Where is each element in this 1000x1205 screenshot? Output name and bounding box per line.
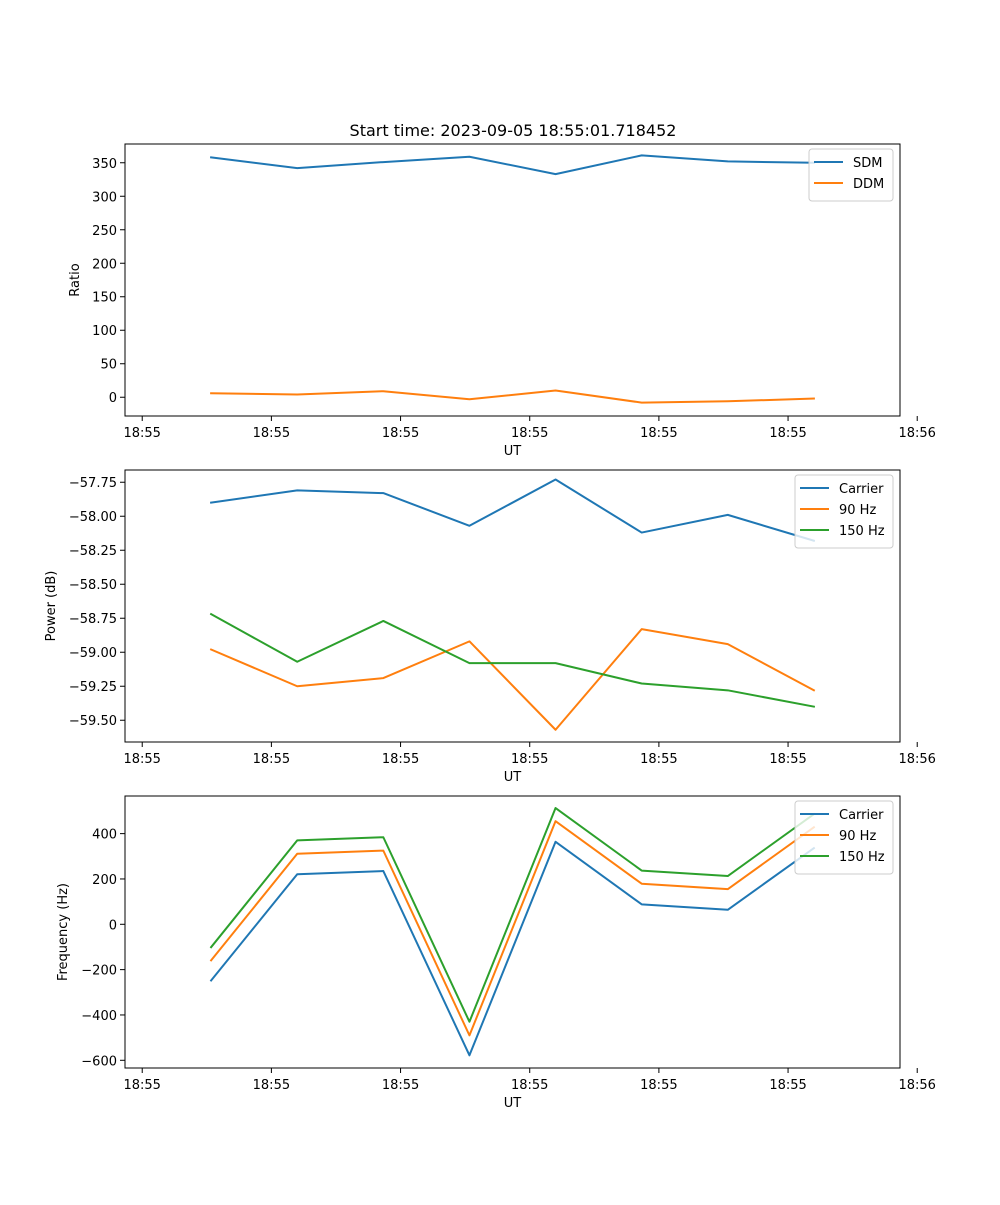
chart2-x-tick-label: 18:55 xyxy=(253,752,290,767)
chart1-series-group xyxy=(209,154,815,404)
chart2-series-group xyxy=(209,478,816,731)
chart3-legend-label: 150 Hz xyxy=(839,850,885,865)
chart2-y-tick-label: −59.25 xyxy=(69,680,117,695)
chart3-x-tick-label: 18:55 xyxy=(769,1078,806,1093)
chart2-y-tick-label: −57.75 xyxy=(69,476,117,491)
chart3-series-line-90-hz xyxy=(209,820,816,1037)
chart1-y-tick-label: 350 xyxy=(92,157,117,172)
chart3-x-tick-label: 18:55 xyxy=(382,1078,419,1093)
chart2-x-tick-label: 18:56 xyxy=(898,752,935,767)
chart2-y-tick-label: −58.75 xyxy=(69,612,117,627)
chart2-series-line-carrier xyxy=(209,478,816,542)
chart3-series-group xyxy=(209,807,816,1057)
chart1-x-axis-label: UT xyxy=(504,444,522,459)
chart3-legend-label: 90 Hz xyxy=(839,829,876,844)
chart1-y-tick-label: 150 xyxy=(92,291,117,306)
chart1-legend-label: SDM xyxy=(853,156,882,171)
chart3-y-tick-label: 400 xyxy=(92,828,117,843)
chart1-axes-frame xyxy=(124,143,901,417)
chart2-x-tick-label: 18:55 xyxy=(511,752,548,767)
chart2-y-tick-label: −59.00 xyxy=(69,646,117,661)
chart1-x-tick-label: 18:55 xyxy=(382,426,419,441)
chart1-legend-label: DDM xyxy=(853,177,884,192)
chart3-x-tick-label: 18:55 xyxy=(640,1078,677,1093)
chart3-series-line-carrier xyxy=(209,840,816,1057)
chart1-x-tick-label: 18:56 xyxy=(898,426,935,441)
chart3-legend: Carrier 90 Hz 150 Hz xyxy=(794,800,894,875)
chart3-y-tick-label: −600 xyxy=(81,1054,117,1069)
chart3-y-tick-label: −400 xyxy=(81,1009,117,1024)
chart2-legend-label: 90 Hz xyxy=(839,503,876,518)
chart3-x-tick-label: 18:55 xyxy=(123,1078,160,1093)
chart3-y-axis-label: Frequency (Hz) xyxy=(56,883,71,981)
chart2-y-axis-label: Power (dB) xyxy=(44,571,59,642)
chart2-x-tick-label: 18:55 xyxy=(640,752,677,767)
chart3-x-tick-label: 18:55 xyxy=(253,1078,290,1093)
chart3-axes-frame xyxy=(124,795,901,1069)
chart2-series-line-150-hz xyxy=(209,612,816,708)
chart3-series-line-150-hz xyxy=(209,807,816,1023)
chart-title: Start time: 2023-09-05 18:55:01.718452 xyxy=(350,121,677,140)
chart3-y-tick-label: −200 xyxy=(81,964,117,979)
chart2-y-tick-label: −59.50 xyxy=(69,714,117,729)
chart2-x-tick-label: 18:55 xyxy=(382,752,419,767)
chart1-y-axis-label: Ratio xyxy=(68,263,83,296)
chart1-x-tick-label: 18:55 xyxy=(253,426,290,441)
chart1-x-tick-label: 18:55 xyxy=(769,426,806,441)
chart1-y-tick-label: 250 xyxy=(92,224,117,239)
chart2-legend-label: 150 Hz xyxy=(839,524,885,539)
chart2-panel: 18:55 18:55 18:55 18:55 18:55 18:55 18:56 −59.5… xyxy=(44,469,936,785)
chart2-y-tick-label: −58.50 xyxy=(69,578,117,593)
chart1-y-tick-label: 200 xyxy=(92,257,117,272)
chart1-series-line-sdm xyxy=(209,154,815,176)
chart3-x-tick-label: 18:56 xyxy=(898,1078,935,1093)
chart3-legend-label: Carrier xyxy=(839,808,884,823)
chart1-y-tick-label: 0 xyxy=(109,391,117,406)
chart1-y-tick-label: 300 xyxy=(92,190,117,205)
chart1-x-tick-label: 18:55 xyxy=(640,426,677,441)
chart2-axes-frame xyxy=(124,469,901,743)
chart2-y-tick-label: −58.25 xyxy=(69,544,117,559)
chart3-x-tick-label: 18:55 xyxy=(511,1078,548,1093)
chart3-y-tick-label: 200 xyxy=(92,873,117,888)
chart2-series-line-90-hz xyxy=(209,628,816,731)
chart1-y-tick-label: 50 xyxy=(100,358,117,373)
chart2-x-axis-label: UT xyxy=(504,770,522,785)
chart2-y-tick-label: −58.00 xyxy=(69,510,117,525)
chart1-legend: SDM DDM xyxy=(808,148,894,202)
chart2-legend: Carrier 90 Hz 150 Hz xyxy=(794,474,894,549)
chart1-series-line-ddm xyxy=(210,389,815,404)
chart2-x-tick-label: 18:55 xyxy=(769,752,806,767)
chart3-x-axis-label: UT xyxy=(504,1096,522,1111)
chart2-x-tick-label: 18:55 xyxy=(123,752,160,767)
chart3-y-tick-label: 0 xyxy=(109,918,117,933)
chart1-y-tick-label: 100 xyxy=(92,324,117,339)
chart2-legend-label: Carrier xyxy=(839,482,884,497)
chart1-x-tick-label: 18:55 xyxy=(511,426,548,441)
chart3-panel: 18:55 18:55 18:55 18:55 18:55 18:55 18:56 −600 −… xyxy=(56,795,936,1111)
chart1-x-tick-label: 18:55 xyxy=(123,426,160,441)
chart1-panel: 18:55 18:55 18:55 18:55 18:55 18:55 18:56 0 50 10… xyxy=(68,143,936,459)
